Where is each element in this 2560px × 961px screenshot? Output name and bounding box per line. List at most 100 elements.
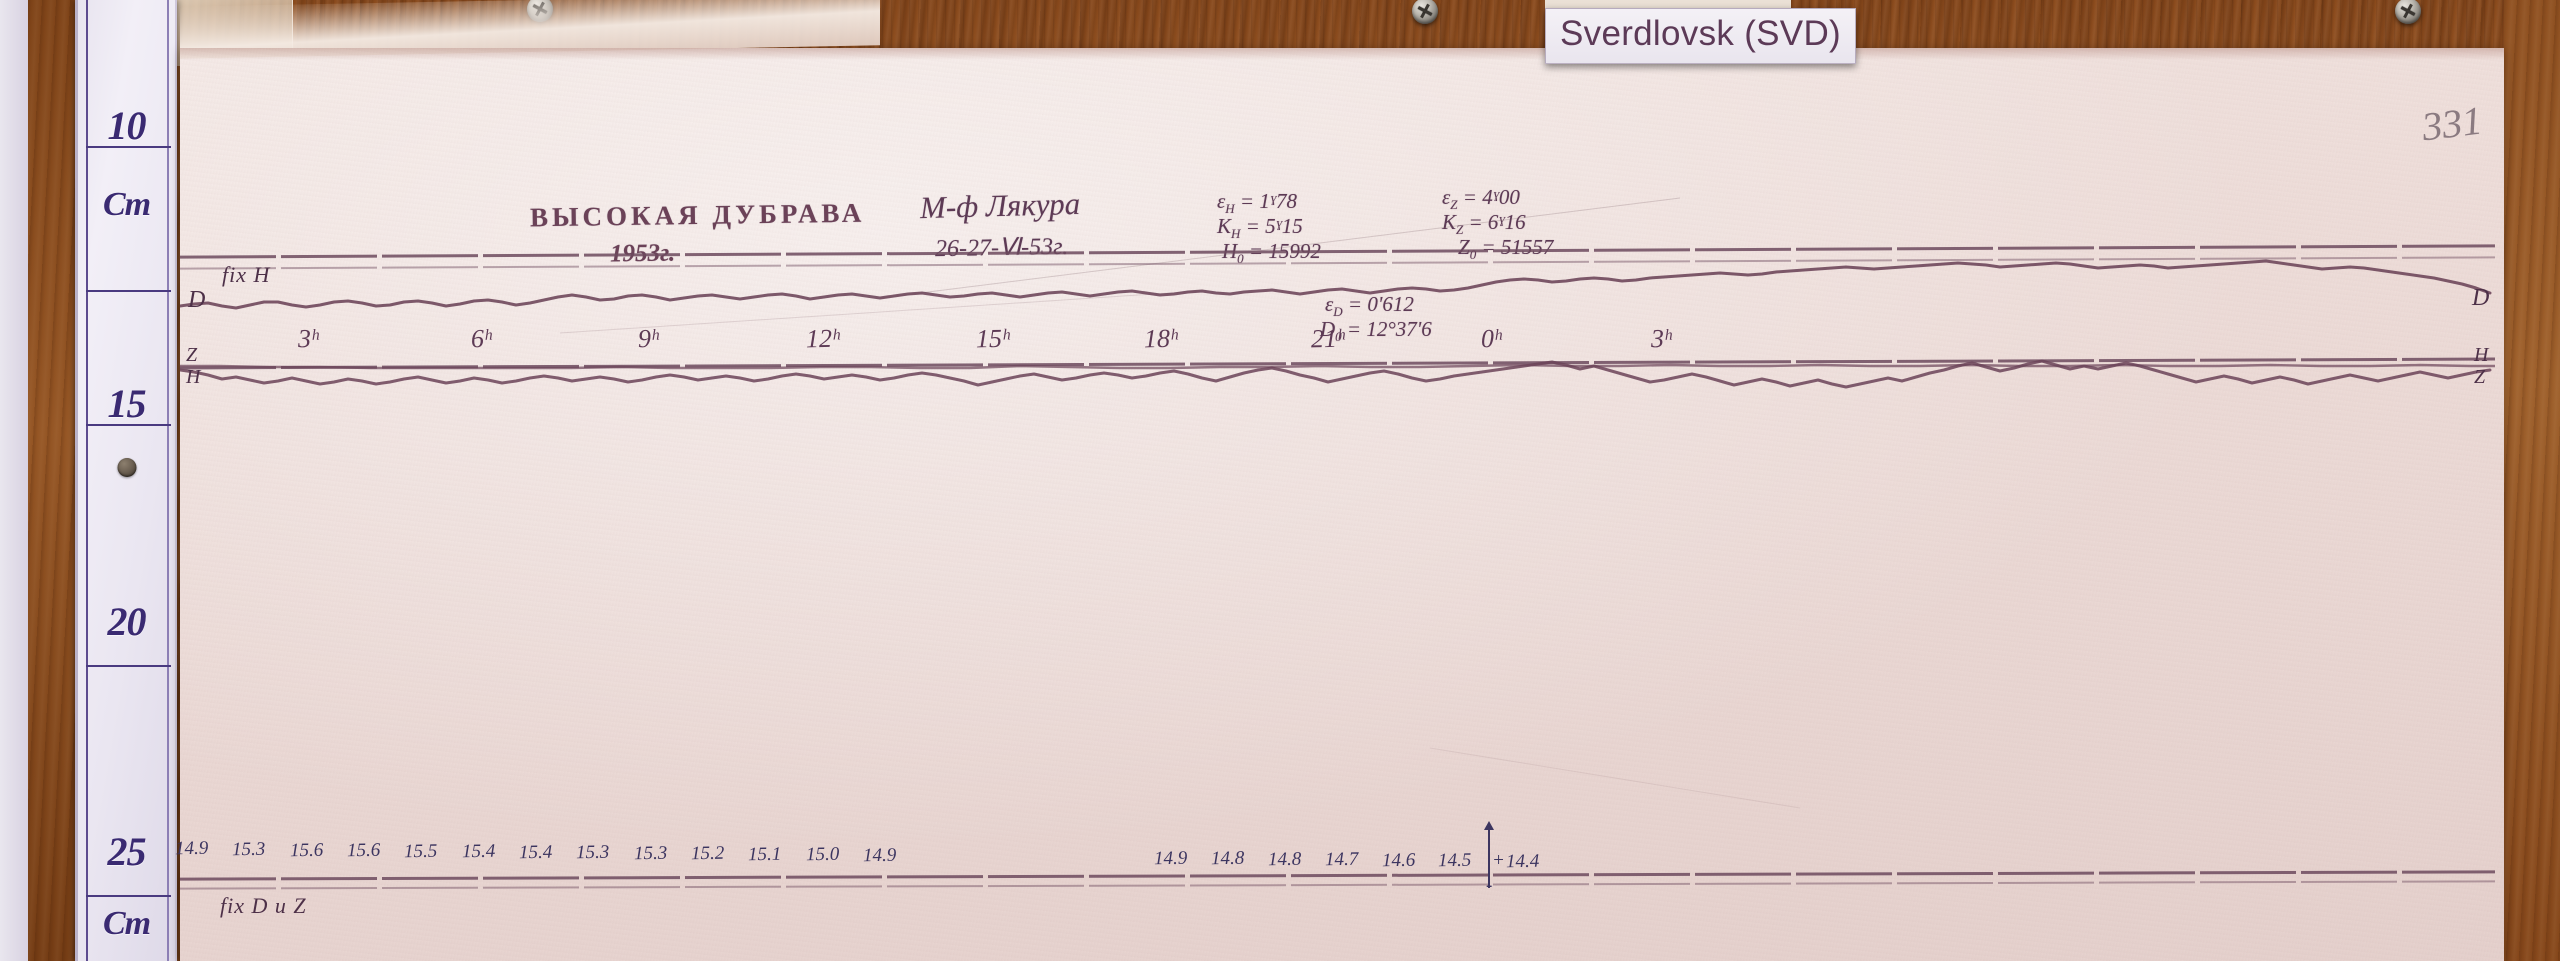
ruler-tick-10 [86,146,171,148]
ruler-tick-bottom [86,895,171,897]
fix-dz-label: fix D и Z [220,893,307,918]
time-tick-label-5: 18ʰ [1144,324,1178,355]
observatory-code-text: Sverdlovsk (SVD) [1560,14,1841,53]
sheet-paper-texture [180,48,2504,961]
mounting-screw-center [1412,0,1438,24]
scale-direction-arrow-head [1484,821,1494,830]
sheet-top-edge-shadow [180,48,2504,60]
ruler-inner-frame [86,0,169,961]
scale-value-15: 14.8 [1267,848,1302,871]
scale-direction-arrow-line [1488,828,1490,888]
ruler-tick-20 [86,424,171,426]
time-tick-label-0: 3ʰ [298,324,319,354]
time-tick-label-7: 0ʰ [1481,324,1502,354]
time-tick-label-2: 9ʰ [638,324,659,354]
constant-k-z: KZ = 6ˠ16 [1442,210,1526,238]
constant-k-z-value: 6ˠ16 [1487,210,1526,234]
constant-epsilon-z-value: 4ˠ00 [1482,185,1520,209]
scale-value-4: 15.5 [403,840,438,863]
instrument-name: М-ф Лякура [919,185,1081,226]
d-trace-left-label: D [188,287,206,313]
constant-k-z-symbol: K [1442,210,1457,234]
constant-epsilon-h-sub: H [1225,201,1235,217]
right-wood-edge [2504,0,2560,961]
hz-baseline [180,357,2495,370]
z-trace-left-label: Z [186,344,198,366]
hz-component-traces [180,359,2495,389]
constant-epsilon-d-value: 0'612 [1367,292,1414,316]
fix-h-baseline-secondary [180,256,2495,270]
ruler-label-10: 10 [107,103,147,148]
constant-epsilon-h-symbol: ε [1217,189,1226,213]
sheet-scratch-lines [559,197,1801,809]
ruler-mounting-screw [117,458,136,477]
scale-value-11: 15.0 [805,843,840,866]
constant-epsilon-h-value: 1ˠ78 [1259,189,1297,213]
constant-k-h-value: 5ˠ15 [1265,214,1303,238]
scale-value-1: 15.3 [231,838,266,861]
scale-value-12: 14.9 [862,844,897,867]
constant-z0-value: 51557 [1500,235,1554,259]
scale-value-13: 14.9 [1153,847,1188,870]
constant-z0-sub: 0 [1469,247,1477,263]
magnetogram-sheet: 331 ВЫСОКАЯ ДУБРАВА 1953г. М-ф Лякура 26… [175,0,2504,961]
fix-h-baseline [180,244,2495,259]
ruler-tick-15 [86,290,171,292]
scale-value-7: 15.3 [575,841,610,864]
time-tick-text-3: 12ʰ [805,323,840,354]
constant-k-h: KH = 5ˠ15 [1217,214,1303,242]
fix-dz-baseline [180,870,2495,881]
scale-value-5: 15.4 [461,840,496,863]
ruler-label-25: 25 [107,829,147,874]
scale-value-16: 14.7 [1324,848,1359,871]
scale-value-2: 15.6 [289,839,324,862]
constant-epsilon-z: εZ = 4ˠ00 [1442,185,1520,213]
time-tick-text-8: 3ʰ [1650,323,1672,354]
measuring-ruler: 10 Cm 15 20 25 Cm [75,0,177,961]
constant-z0-symbol: Z [1458,235,1470,259]
scale-sign-plus: + [1492,850,1505,871]
scale-value-6: 15.4 [518,841,553,864]
d-component-trace [180,259,2492,310]
h-trace-left-label: H [186,366,201,388]
time-tick-label-3: 12ʰ [806,324,840,355]
ruler-label-15: 15 [107,381,147,426]
time-tick-label-8: 3ʰ [1651,324,1672,354]
scale-value-3: 15.6 [346,839,381,862]
scale-value-8: 15.3 [633,842,668,865]
time-tick-label-6: 21ʰ [1311,324,1345,355]
station-name-title: ВЫСОКАЯ ДУБРАВА [529,197,866,233]
constant-epsilon-d-sub: D [1333,304,1343,320]
time-tick-label-4: 15ʰ [976,324,1010,355]
ruler-tick-25 [86,665,171,667]
time-tick-text-5: 18ʰ [1143,323,1178,354]
constant-k-h-symbol: K [1217,214,1232,238]
scale-value-9: 15.2 [690,842,725,865]
time-tick-text-6: 21ʰ [1310,323,1345,354]
time-tick-text-4: 15ʰ [975,323,1010,354]
constant-h0-sub: 0 [1237,251,1244,267]
scale-value-17: 14.6 [1381,849,1416,872]
scale-value-0: 14.9 [174,837,209,860]
constant-epsilon-z-symbol: ε [1442,185,1451,209]
ruler-label-20: 20 [107,599,147,644]
d-trace-right-label: D [2472,285,2490,311]
sheet-number: 331 [2419,97,2485,150]
constant-d0-symbol: D [1320,317,1336,341]
recording-date-range: 26-27-Ⅵ-53г. [934,233,1069,263]
fix-dz-baseline-secondary [180,880,2495,890]
ruler-label-cm-bottom: Cm [102,905,151,942]
constant-k-z-sub: Z [1456,222,1464,238]
constant-d0: D0 = 12°37'6 [1320,317,1432,345]
ruler-label-cm-top: Cm [102,186,151,223]
constant-z0: Z0 = 51557 [1458,235,1554,263]
observatory-code-label: Sverdlovsk (SVD) [1545,8,1856,64]
scale-value-18: 14.5 [1437,849,1472,872]
scale-value-19: 14.4 [1505,850,1540,873]
constant-d0-sub: 0 [1335,329,1342,345]
fix-h-label: fix H [222,262,271,287]
z-trace-right-label: Z [2474,366,2486,388]
mounting-screw-right [2395,0,2421,24]
scale-value-10: 15.1 [747,843,782,866]
